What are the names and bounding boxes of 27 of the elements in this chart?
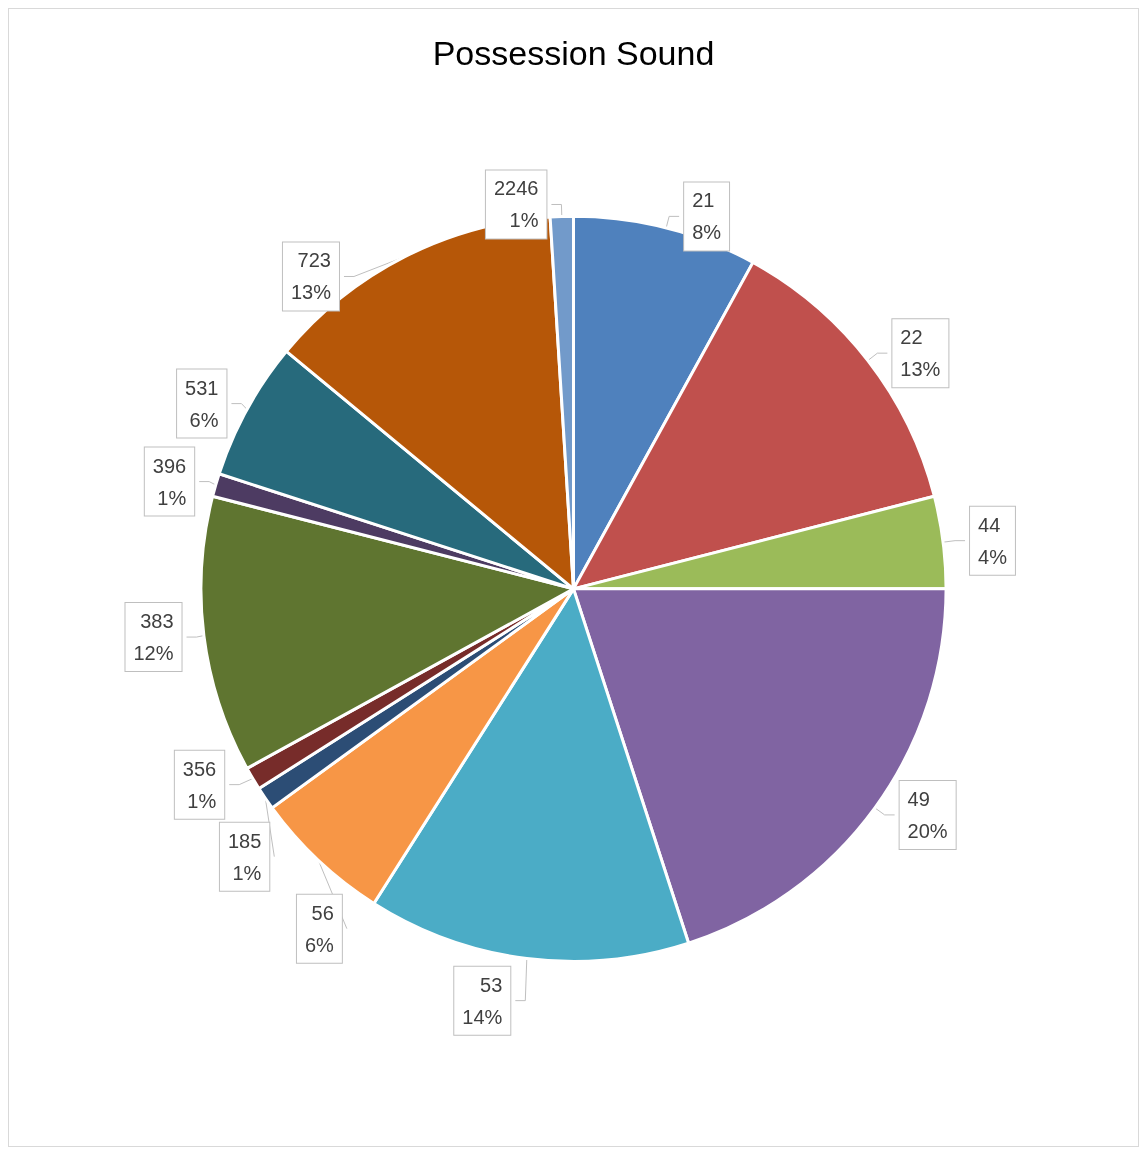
slice-label: 56 <box>311 901 334 924</box>
data-label: 4% <box>978 545 1008 568</box>
data-label: 13% <box>290 281 332 304</box>
slice-label: 396 <box>152 454 187 477</box>
data-label: 8% <box>692 221 722 244</box>
slice-label: 185 <box>227 829 262 852</box>
slice-label: 723 <box>297 249 331 272</box>
slice-label: 383 <box>140 610 174 633</box>
data-label: 1% <box>157 486 187 509</box>
data-label: 1% <box>509 209 539 232</box>
slice-label: 22 <box>900 326 923 349</box>
slice-label: 21 <box>692 189 715 212</box>
slice-label: 2246 <box>493 177 539 200</box>
data-label: 20% <box>907 819 948 842</box>
data-label: 6% <box>304 933 335 956</box>
slice-label: 53 <box>480 973 503 996</box>
chart-title: Possession Sound <box>432 34 715 72</box>
data-label: 12% <box>133 642 174 665</box>
data-label: 14% <box>462 1005 503 1028</box>
slice-label: 531 <box>185 376 219 399</box>
data-label: 1% <box>187 789 217 812</box>
data-label: 13% <box>900 358 941 381</box>
slice-label: 44 <box>978 513 1001 536</box>
data-label: 6% <box>189 408 219 431</box>
data-label: 1% <box>232 861 262 884</box>
slice-label: 356 <box>182 757 217 780</box>
slice-label: 49 <box>907 787 930 810</box>
